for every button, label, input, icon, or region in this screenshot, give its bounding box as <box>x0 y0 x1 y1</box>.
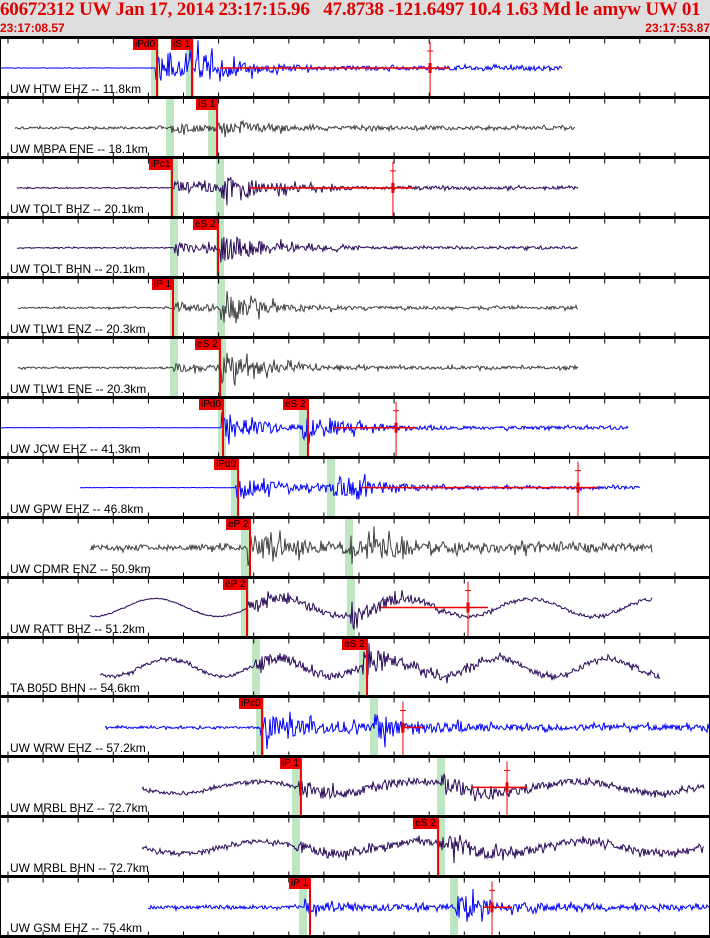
waveform-trace <box>141 773 705 802</box>
phase-pick-label[interactable]: eS 2 <box>282 398 308 410</box>
s-arrival-band <box>185 38 194 98</box>
coda-marker-block <box>505 782 509 793</box>
waveform-trace <box>147 888 710 922</box>
waveform-trace <box>16 235 578 263</box>
p-arrival-band <box>240 517 249 578</box>
coda-marker-block <box>401 722 405 733</box>
phase-pick-label[interactable]: iPd0 <box>214 458 239 470</box>
phase-pick-label[interactable]: eS 2 <box>195 338 220 350</box>
waveform-trace <box>89 590 653 630</box>
station-label: UW GPW EHZ -- 46.8km <box>10 501 144 516</box>
waveform-trace <box>141 834 705 864</box>
s-arrival-band <box>216 277 225 338</box>
p-arrival-band <box>169 337 178 398</box>
waveform-trace <box>99 643 661 684</box>
station-label: TA B05D BHN -- 54.6km <box>10 681 140 696</box>
station-label: UW GSM EHZ -- 75.4km <box>10 921 143 936</box>
time-end-label: 23:17:53.87 <box>645 21 710 35</box>
station-label: UW TLW1 ENE -- 20.3km <box>10 381 147 396</box>
coda-marker-block <box>391 182 395 193</box>
waveform-trace <box>17 290 579 324</box>
phase-pick-label[interactable]: iP 1 <box>152 278 174 290</box>
p-arrival-band <box>292 817 301 878</box>
phase-pick-label[interactable]: eP 2 <box>225 518 251 530</box>
p-arrival-band <box>217 397 226 458</box>
waveform-trace <box>16 176 579 206</box>
phase-pick-label[interactable]: iPd0 <box>199 398 224 410</box>
phase-pick-label[interactable]: eS 2 <box>193 218 218 230</box>
event-header: 60672312 UW Jan 17, 2014 23:17:15.96 47.… <box>0 0 710 37</box>
waveform-trace <box>79 473 640 500</box>
phase-pick-label[interactable]: eS 2 <box>413 818 438 830</box>
waveform-trace <box>14 119 576 138</box>
coda-marker-block <box>466 602 470 613</box>
station-label: UW MRBL BHZ -- 72.7km <box>10 801 148 816</box>
waveform-trace <box>89 526 653 567</box>
s-arrival-band <box>216 217 225 278</box>
station-label: UW TLW1 ENZ -- 20.3km <box>10 321 146 336</box>
phase-pick-label[interactable]: iP 1 <box>289 878 311 890</box>
phase-pick-label[interactable]: iP 1 <box>279 758 301 770</box>
s-arrival-band <box>327 457 336 518</box>
s-arrival-band <box>217 337 226 398</box>
s-arrival-band <box>437 817 446 878</box>
phase-pick-label[interactable]: iS 1 <box>170 39 193 50</box>
waveform-trace <box>0 411 629 445</box>
station-label: UW JCW EHZ -- 41.3km <box>10 441 141 456</box>
phase-pick-label[interactable]: iPd0 <box>133 39 158 50</box>
event-title: 60672312 UW Jan 17, 2014 23:17:15.96 47.… <box>0 0 710 20</box>
phase-pick-label[interactable]: eS 2 <box>342 638 367 650</box>
s-arrival-band <box>437 757 446 818</box>
p-arrival-band <box>240 577 249 638</box>
station-label: UW TOLT BHN -- 20.1km <box>10 261 146 276</box>
station-label: UW MRBL BHN -- 72.7km <box>10 861 149 876</box>
phase-pick-label[interactable]: iS 1 <box>196 98 218 110</box>
coda-marker-block <box>394 422 398 433</box>
station-label: UW RATT BHZ -- 51.2km <box>10 621 145 636</box>
coda-marker-block <box>576 482 580 493</box>
s-arrival-band <box>346 577 355 638</box>
waveform-trace <box>0 40 563 82</box>
s-arrival-band <box>216 157 225 218</box>
station-label: UW CDMR ENZ -- 50.9km <box>10 561 151 576</box>
station-label: UW HTW EHZ -- 11.8km <box>10 81 142 96</box>
s-arrival-band <box>298 397 307 458</box>
time-start-label: 23:17:08.57 <box>0 21 65 35</box>
coda-marker-block <box>490 902 494 913</box>
station-label: UW MBPA ENE -- 18.1km <box>10 141 148 156</box>
coda-marker-block <box>428 63 432 73</box>
waveform-trace <box>104 711 710 750</box>
station-label: UW WRW EHZ -- 57.2km <box>10 741 146 756</box>
phase-pick-label[interactable]: iPc1 <box>148 158 173 170</box>
phase-pick-label[interactable]: iPc0 <box>239 698 263 710</box>
waveform-trace <box>17 352 579 386</box>
phase-pick-label[interactable]: eP 2 <box>223 578 248 590</box>
station-label: UW TOLT BHZ -- 20.1km <box>10 201 144 216</box>
p-arrival-band <box>251 637 260 698</box>
